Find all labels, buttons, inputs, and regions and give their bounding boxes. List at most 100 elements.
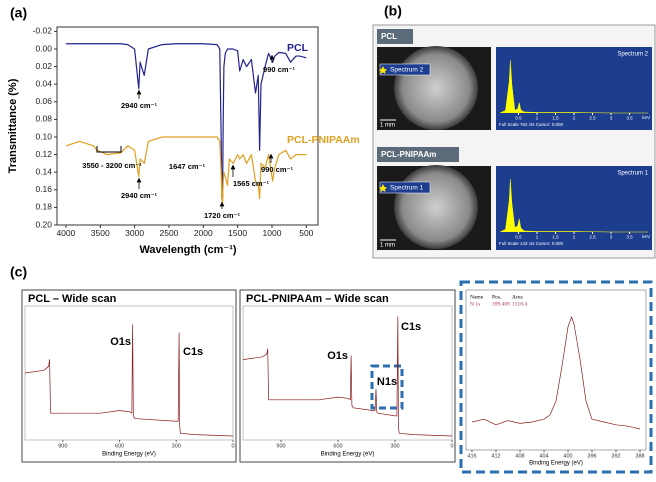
table-cell: N 1s	[470, 301, 480, 307]
peak-label: O1s	[327, 350, 348, 362]
peak-label: C1s	[183, 346, 203, 358]
x-unit: keV	[642, 234, 650, 239]
x-axis-label: Wavelength (cm⁻¹)	[139, 244, 236, 256]
x-tick-label: 0	[450, 443, 453, 449]
chart-title: PCL – Wide scan	[28, 293, 117, 305]
y-tick-label: 0.00	[35, 43, 52, 53]
spectrum-area	[499, 179, 648, 233]
x-tick-label: 3	[610, 234, 613, 239]
eds-title: Spectrum 1	[617, 171, 648, 177]
peak-label: N1s	[377, 376, 397, 388]
x-tick-label: 2.5	[589, 234, 596, 239]
series-line	[242, 316, 453, 437]
sem-sample	[394, 165, 478, 249]
annotation: 990 cm⁻¹	[261, 165, 293, 174]
sample-tab-label: PCL-PNIPAAm	[381, 150, 436, 159]
x-tick-label: 900	[58, 443, 67, 449]
x-tick-label: 1	[536, 115, 539, 120]
x-tick-label: 408	[515, 453, 524, 459]
x-tick-label: 2.5	[589, 115, 596, 120]
scale-bar-label: 1 mm	[380, 123, 395, 129]
x-tick-label: 0	[231, 443, 234, 449]
table-header: Area	[512, 294, 523, 300]
x-tick-label: 2	[573, 115, 576, 120]
series-label: PCL	[287, 42, 309, 54]
y-tick-label: 0.08	[35, 114, 52, 124]
x-axis-label: Binding Energy (eV)	[321, 452, 375, 458]
eds-background	[496, 166, 652, 250]
x-tick-label: 600	[333, 443, 342, 449]
y-tick-label: 0.18	[35, 202, 52, 212]
y-tick-label: 0.14	[35, 166, 52, 176]
series-line	[24, 324, 234, 437]
x-tick-label: 1	[536, 234, 539, 239]
series-line	[65, 43, 307, 200]
panel-label: (c)	[10, 264, 27, 280]
plot-frame	[242, 305, 453, 441]
y-tick-label: 0.04	[35, 78, 52, 88]
x-tick-label: 300	[172, 443, 181, 449]
x-tick-label: 396	[587, 453, 596, 459]
y-tick-label: 0.10	[35, 131, 52, 141]
x-tick-label: 3000	[125, 228, 144, 238]
annotation-bracket	[96, 146, 122, 153]
annotation: 2940 cm⁻¹	[121, 101, 158, 110]
highlight-box	[370, 364, 404, 410]
x-tick-label: 3.5	[626, 234, 633, 239]
table-cell: 399.409	[492, 301, 510, 307]
plot-frame	[56, 26, 319, 226]
annotation: 1647 cm⁻¹	[169, 162, 206, 171]
spectrum-star	[379, 184, 387, 192]
y-tick-label: -0.02	[33, 26, 53, 36]
x-tick-label: 1000	[263, 228, 282, 238]
eds-footer: Full Scale 762 cts Cursor: 0.000	[499, 122, 564, 127]
x-tick-label: 404	[539, 453, 548, 459]
x-axis-label: Binding Energy (eV)	[102, 452, 156, 458]
x-tick-label: 600	[115, 443, 124, 449]
sample-tab	[377, 147, 459, 162]
spectrum-tag-label: Spectrum 1	[390, 185, 424, 192]
annotation: 2940 cm⁻¹	[121, 191, 158, 200]
eds-background	[496, 47, 652, 130]
y-axis-label: Transmittance (%)	[7, 78, 19, 173]
x-tick-label: 2000	[194, 228, 213, 238]
spectrum-area	[499, 60, 648, 114]
annotation: 990 cm⁻¹	[263, 65, 295, 74]
x-tick-label: 3.5	[626, 115, 633, 120]
sem-sample	[394, 46, 478, 130]
series-label: PCL-PNIPAAm	[287, 134, 360, 146]
peak-label: O1s	[110, 336, 131, 348]
x-tick-label: 0.5	[515, 115, 522, 120]
x-tick-label: 400	[563, 453, 572, 459]
x-tick-label: 392	[611, 453, 620, 459]
x-tick-label: 500	[299, 228, 313, 238]
x-tick-label: 0.5	[515, 234, 522, 239]
chart-title: PCL-PNIPAAm – Wide scan	[246, 293, 389, 305]
eds-title: Spectrum 2	[617, 52, 648, 58]
sample-tab	[377, 29, 413, 44]
y-tick-label: 0.16	[35, 184, 52, 194]
x-tick-label: 300	[390, 443, 399, 449]
x-tick-label: 4000	[56, 228, 75, 238]
x-tick-label: 2	[573, 234, 576, 239]
x-tick-label: 1.5	[552, 234, 559, 239]
x-unit: keV	[642, 115, 650, 120]
x-tick-label: 416	[467, 453, 476, 459]
peak-label: C1s	[401, 321, 421, 333]
sample-tab-label: PCL	[381, 32, 397, 41]
panel-label: (b)	[384, 3, 402, 19]
x-tick-label: 1.5	[552, 115, 559, 120]
table-cell: 1318.4	[512, 301, 527, 307]
plot-frame	[465, 289, 647, 451]
x-tick-label: 2500	[159, 228, 178, 238]
y-tick-label: 0.12	[35, 149, 52, 159]
annotation: 1720 cm⁻¹	[204, 211, 241, 220]
panel-label: (a)	[10, 5, 27, 21]
table-header: Pos.	[492, 294, 502, 300]
x-axis-label: Binding Energy (eV)	[529, 461, 583, 467]
annotation: 3550 - 3200 cm⁻¹	[82, 161, 142, 170]
x-tick-label: 3	[610, 115, 613, 120]
x-tick-label: 3500	[91, 228, 110, 238]
